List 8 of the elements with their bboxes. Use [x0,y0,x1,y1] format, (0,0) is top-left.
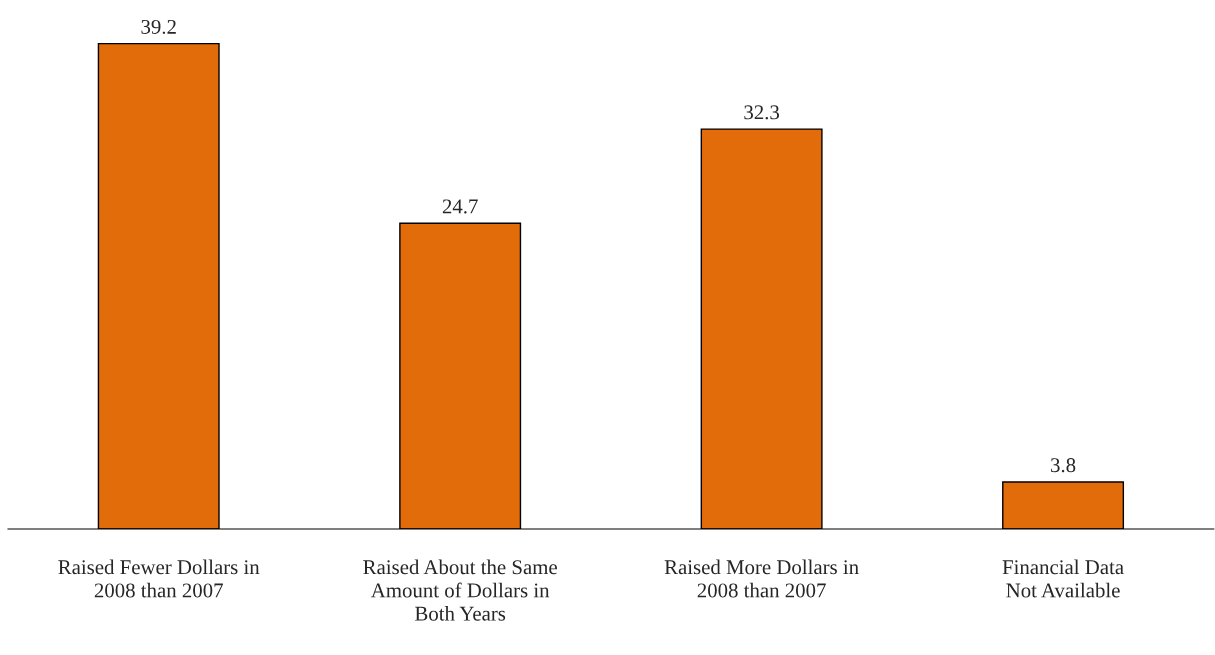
x-tick-label: Raised About the Same Amount of Dollars in Both Years [363,559,557,621]
data-label: 24.7 [442,199,478,214]
data-label: 3.8 [1051,458,1076,473]
x-tick-label: Financial Data Not Available [1002,559,1124,598]
x-tick-label: Raised More Dollars in 2008 than 2007 [664,559,859,598]
x-tick-label: Raised Fewer Dollars in 2008 than 2007 [58,559,260,598]
data-label: 39.2 [141,19,176,34]
data-label: 32.3 [744,105,780,120]
